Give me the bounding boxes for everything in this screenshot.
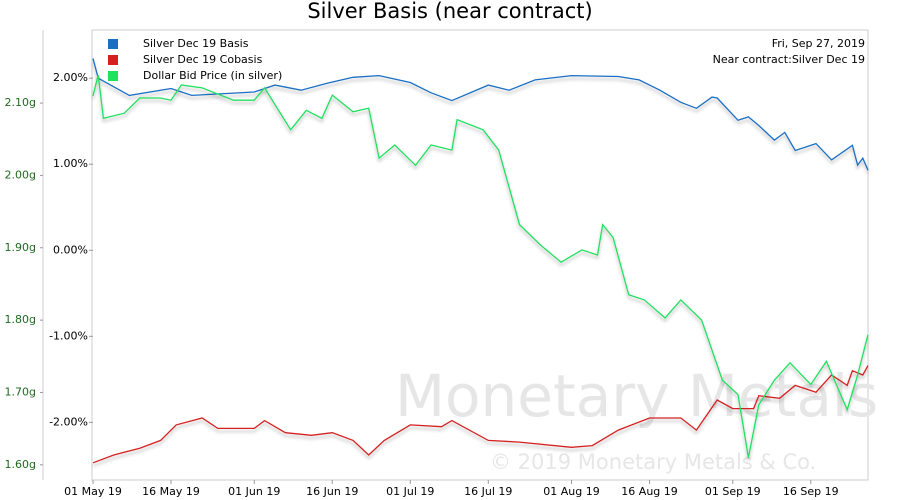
legend-swatch: [108, 55, 118, 65]
y-tick-label: 0.00%: [53, 243, 88, 256]
x-tick-label: 01 Sep 19: [705, 485, 761, 498]
legend-label: Silver Dec 19 Basis: [143, 37, 249, 50]
x-tick-label: 16 Jun 19: [306, 485, 358, 498]
chart-title: Silver Basis (near contract): [307, 0, 592, 23]
y-tick-label: 1.00%: [53, 157, 88, 170]
y2-tick-label: 1.60g: [5, 458, 36, 471]
y2-tick-label: 1.70g: [5, 385, 36, 398]
series-line: [92, 365, 869, 464]
x-tick-label: 01 May 19: [64, 485, 122, 498]
series-line: [92, 58, 869, 171]
x-tick-label: 16 Jul 19: [464, 485, 512, 498]
x-tick-label: 01 Aug 19: [543, 485, 599, 498]
annotation: Near contract:Silver Dec 19: [713, 53, 865, 66]
legend-label: Dollar Bid Price (in silver): [143, 69, 282, 82]
y2-tick-label: 2.10g: [5, 96, 36, 109]
series-line: [92, 74, 869, 458]
y2-tick-label: 2.00g: [5, 168, 36, 181]
watermark: © 2019 Monetary Metals & Co.: [490, 450, 816, 474]
x-tick-label: 01 Jun 19: [228, 485, 280, 498]
y2-tick-label: 1.80g: [5, 313, 36, 326]
legend-swatch: [108, 71, 118, 81]
y-tick-label: -2.00%: [49, 415, 88, 428]
x-tick-label: 16 May 19: [142, 485, 200, 498]
legend-swatch: [108, 39, 118, 49]
y2-tick-label: 1.90g: [5, 241, 36, 254]
x-tick-label: 01 Jul 19: [386, 485, 434, 498]
x-tick-label: 16 Aug 19: [621, 485, 677, 498]
legend-label: Silver Dec 19 Cobasis: [143, 53, 263, 66]
y-tick-label: -1.00%: [49, 329, 88, 342]
annotation: Fri, Sep 27, 2019: [772, 37, 865, 50]
plot-frame: [91, 29, 869, 481]
x-tick-label: 16 Sep 19: [783, 485, 839, 498]
y-tick-label: 2.00%: [53, 71, 88, 84]
watermark: Monetary Metals: [395, 362, 878, 430]
